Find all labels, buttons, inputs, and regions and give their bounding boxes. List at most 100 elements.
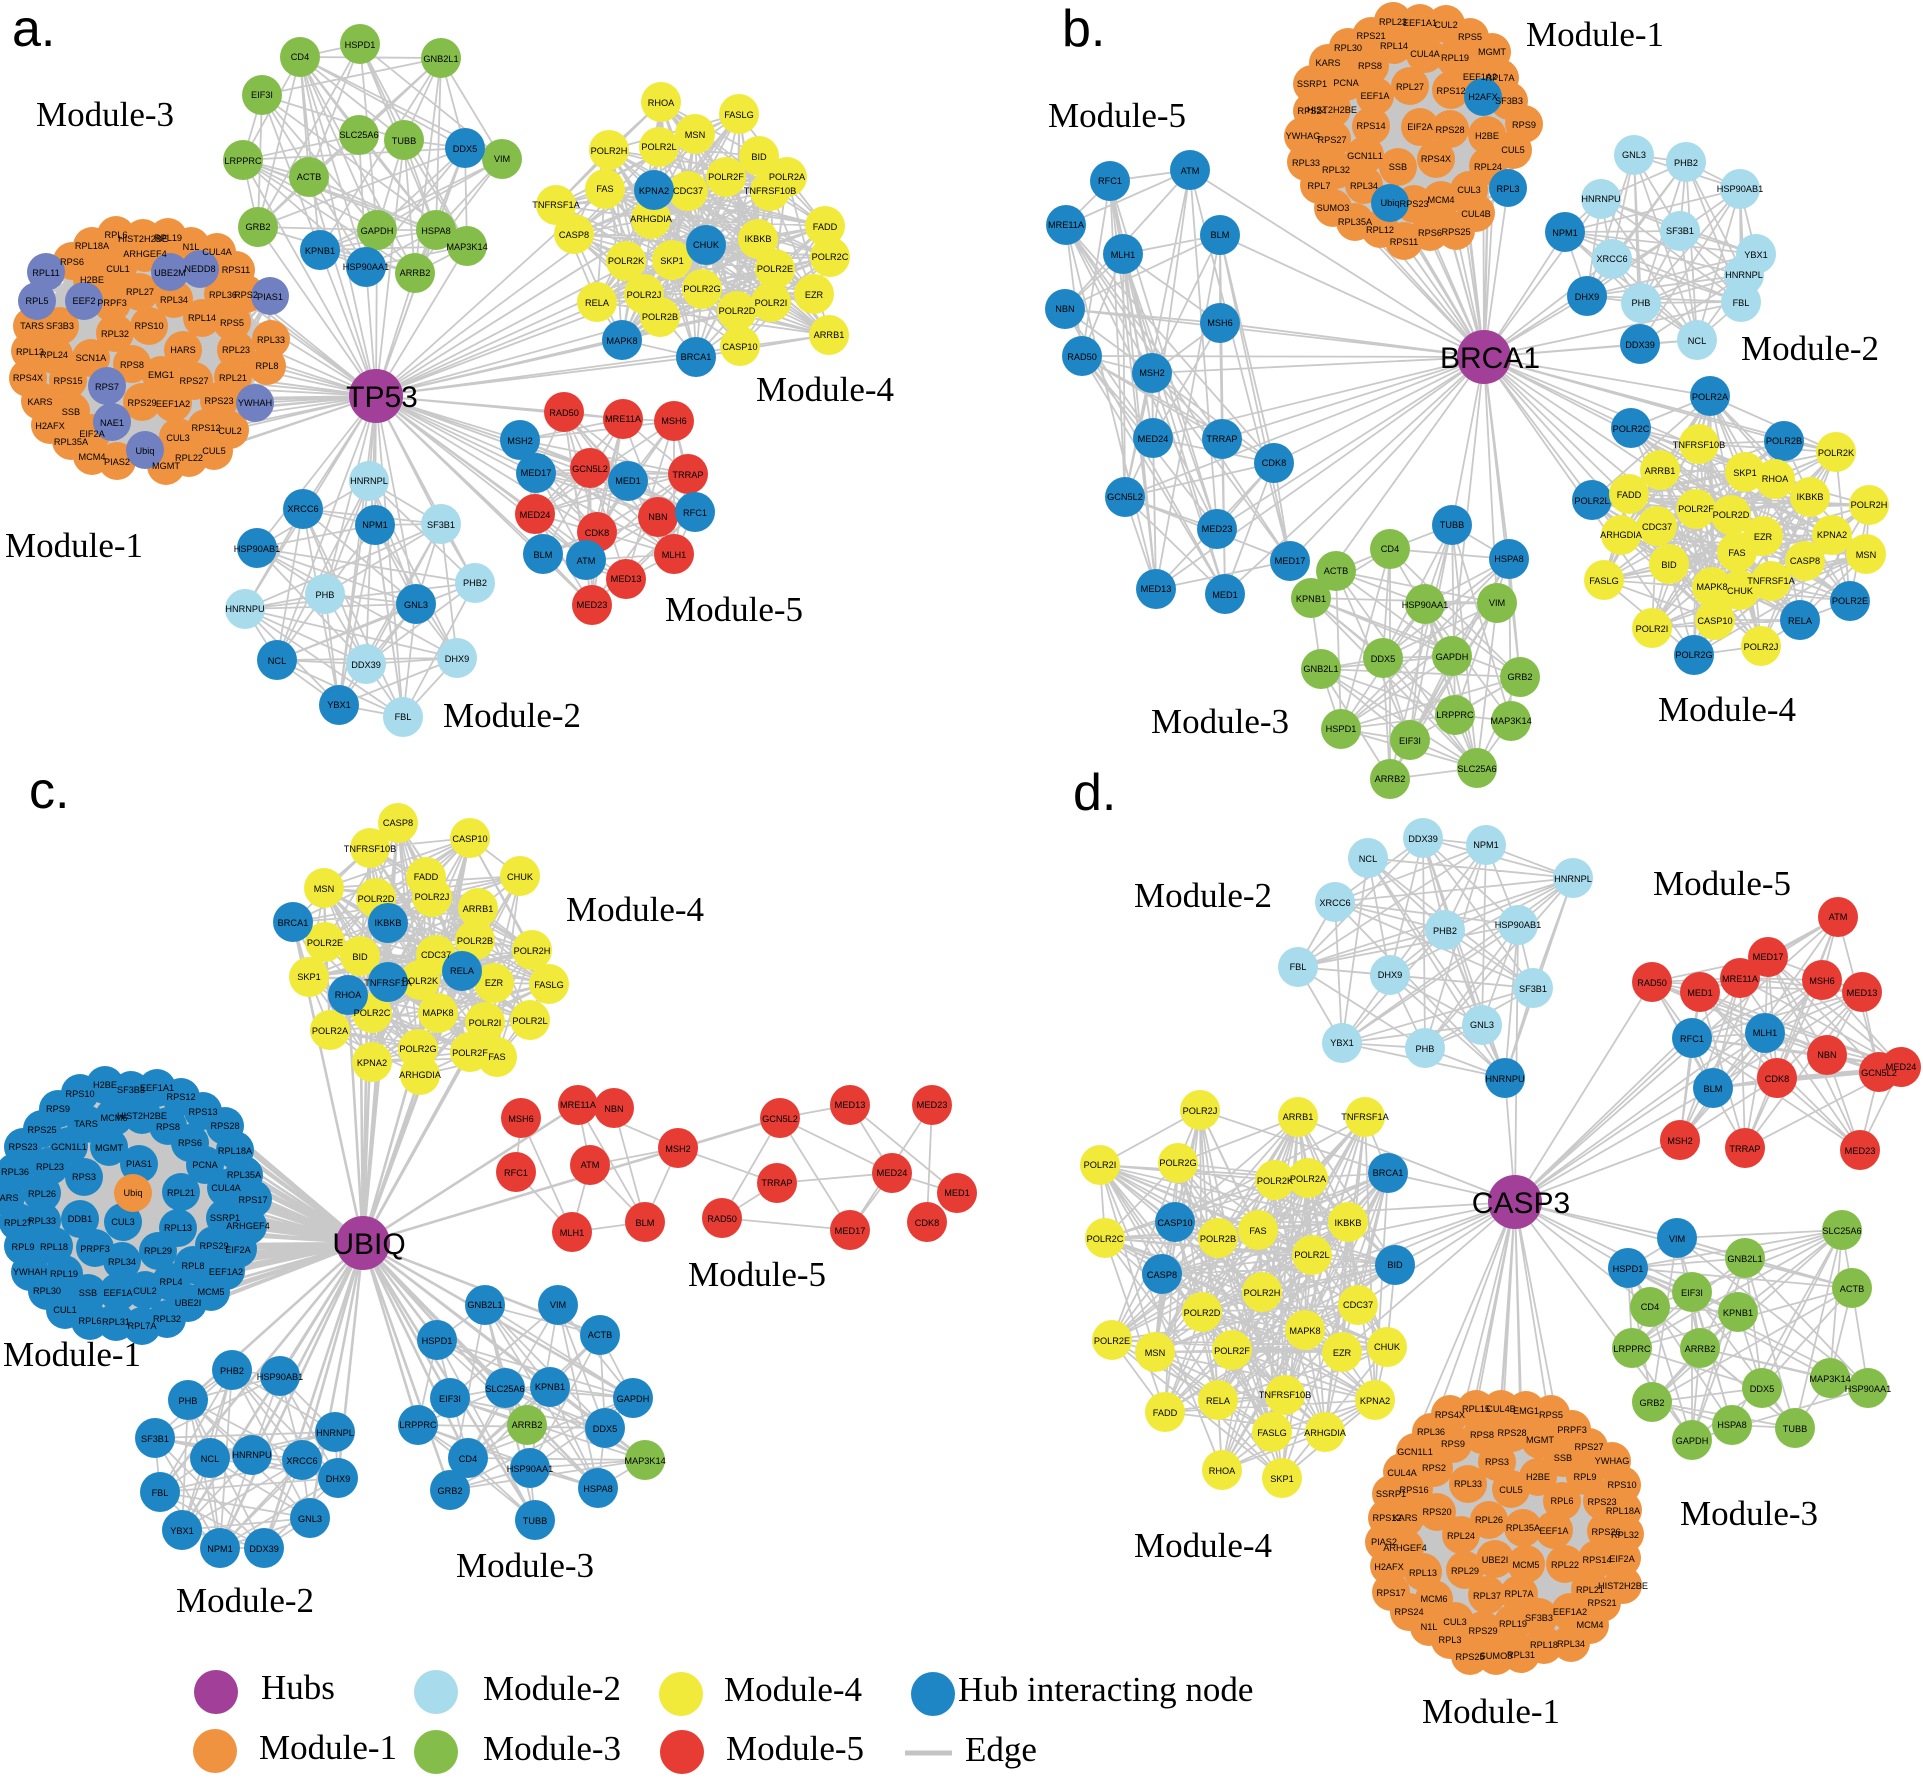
svg-text:POLR2I: POLR2I (1636, 624, 1669, 634)
svg-text:RPS4X: RPS4X (13, 373, 43, 383)
svg-text:POLR2B: POLR2B (642, 312, 678, 322)
svg-text:KPNB1: KPNB1 (1296, 594, 1326, 604)
svg-text:RPL5: RPL5 (26, 296, 49, 306)
svg-text:SSB: SSB (1389, 162, 1407, 172)
svg-text:POLR2K: POLR2K (1257, 1176, 1294, 1186)
svg-text:POLR2A: POLR2A (1692, 392, 1729, 402)
svg-text:GNB2L1: GNB2L1 (1727, 1254, 1762, 1264)
svg-text:CUL4A: CUL4A (1410, 49, 1440, 59)
svg-text:MLH1: MLH1 (1111, 250, 1136, 260)
svg-text:RPL24: RPL24 (1474, 162, 1502, 172)
svg-text:KPNA2: KPNA2 (639, 186, 669, 196)
svg-text:ARRB2: ARRB2 (512, 1420, 543, 1430)
svg-text:POLR2A: POLR2A (312, 1026, 349, 1036)
svg-text:NBN: NBN (648, 512, 667, 522)
svg-text:PIAS2: PIAS2 (1371, 1537, 1397, 1547)
svg-text:HSP90AB1: HSP90AB1 (234, 544, 280, 554)
svg-text:GCN1L1: GCN1L1 (51, 1142, 87, 1152)
svg-text:EZR: EZR (1754, 532, 1773, 542)
svg-text:MED24: MED24 (877, 1168, 908, 1178)
svg-text:RPL23: RPL23 (1379, 17, 1407, 27)
svg-text:c.: c. (29, 762, 69, 820)
svg-text:FADD: FADD (1617, 490, 1642, 500)
svg-text:RPL7A: RPL7A (127, 1321, 157, 1331)
svg-text:GNB2L1: GNB2L1 (423, 54, 458, 64)
svg-text:MCM4: MCM4 (1576, 1620, 1603, 1630)
svg-text:MED23: MED23 (917, 1100, 948, 1110)
svg-text:GCN5L2: GCN5L2 (1107, 492, 1143, 502)
svg-text:RPL14: RPL14 (188, 313, 216, 323)
svg-text:CUL3: CUL3 (1457, 185, 1481, 195)
svg-text:POLR2J: POLR2J (1744, 642, 1779, 652)
svg-text:ATM: ATM (581, 1160, 600, 1170)
svg-text:POLR2E: POLR2E (1832, 596, 1868, 606)
svg-text:RPS9: RPS9 (1512, 120, 1536, 130)
svg-text:DDX5: DDX5 (1371, 654, 1396, 664)
svg-text:MCM6: MCM6 (100, 1113, 127, 1123)
svg-text:SSRP1: SSRP1 (1297, 79, 1327, 89)
svg-text:RPL3: RPL3 (1497, 184, 1520, 194)
svg-text:HSP90AB1: HSP90AB1 (1717, 184, 1763, 194)
svg-text:DDX5: DDX5 (593, 1424, 618, 1434)
svg-text:EIF3I: EIF3I (1681, 1288, 1703, 1298)
svg-text:YBX1: YBX1 (1744, 250, 1768, 260)
svg-text:CDK8: CDK8 (1262, 458, 1287, 468)
svg-text:RPL19: RPL19 (154, 233, 182, 243)
svg-text:CDK8: CDK8 (585, 528, 610, 538)
svg-text:RPL18A: RPL18A (218, 1146, 253, 1156)
svg-text:CASP10: CASP10 (1697, 616, 1732, 626)
svg-text:NBN: NBN (1817, 1050, 1836, 1060)
svg-text:HNRNPL: HNRNPL (1725, 270, 1763, 280)
svg-text:MED1: MED1 (944, 1188, 970, 1198)
svg-text:b.: b. (1062, 0, 1105, 58)
svg-text:RPL24: RPL24 (1447, 1531, 1475, 1541)
svg-text:RHOA: RHOA (648, 98, 675, 108)
svg-text:RPL7: RPL7 (1308, 181, 1331, 191)
svg-text:POLR2K: POLR2K (608, 256, 645, 266)
svg-text:GNB2L1: GNB2L1 (467, 1300, 502, 1310)
svg-text:SSB: SSB (1554, 1453, 1572, 1463)
svg-text:RPS6: RPS6 (1418, 228, 1442, 238)
svg-text:CUL5: CUL5 (1499, 1485, 1523, 1495)
svg-text:NCL: NCL (268, 656, 286, 666)
svg-text:SF3B1: SF3B1 (1666, 226, 1694, 236)
svg-text:RPS27: RPS27 (1317, 135, 1346, 145)
svg-text:MRE11A: MRE11A (560, 1100, 597, 1110)
svg-text:DHX9: DHX9 (445, 654, 470, 664)
svg-text:SLC25A6: SLC25A6 (1822, 1226, 1861, 1236)
svg-text:POLR2K: POLR2K (1818, 448, 1855, 458)
svg-text:RPS8: RPS8 (1470, 1430, 1494, 1440)
svg-text:RAD50: RAD50 (1067, 352, 1097, 362)
svg-text:SKP1: SKP1 (660, 256, 684, 266)
svg-text:RFC1: RFC1 (504, 1168, 528, 1178)
svg-text:SKP1: SKP1 (297, 972, 321, 982)
svg-text:Module-2: Module-2 (1741, 329, 1879, 368)
svg-text:DDX39: DDX39 (249, 1544, 279, 1554)
svg-text:Module-5: Module-5 (726, 1729, 864, 1768)
svg-text:TUBB: TUBB (1440, 520, 1465, 530)
svg-text:NPM1: NPM1 (207, 1544, 233, 1554)
svg-text:CUL1: CUL1 (53, 1305, 77, 1315)
svg-text:HSP90AA1: HSP90AA1 (507, 1464, 553, 1474)
svg-text:YWHAH: YWHAH (238, 398, 272, 408)
svg-text:RPS14: RPS14 (1582, 1555, 1611, 1565)
svg-text:RPS27: RPS27 (1574, 1442, 1603, 1452)
svg-text:HSP90AB1: HSP90AB1 (1495, 920, 1541, 930)
svg-text:RPS2: RPS2 (1422, 1463, 1446, 1473)
svg-text:PIAS1: PIAS1 (126, 1159, 152, 1169)
svg-text:a.: a. (12, 0, 55, 58)
svg-text:KARS: KARS (0, 1193, 19, 1203)
svg-text:RPL7A: RPL7A (1504, 1589, 1534, 1599)
svg-text:RAD50: RAD50 (549, 408, 579, 418)
svg-text:RPS23: RPS23 (8, 1142, 37, 1152)
svg-text:CASP10: CASP10 (722, 342, 757, 352)
svg-text:CUL4B: CUL4B (1486, 1404, 1516, 1414)
svg-text:RPL19: RPL19 (1441, 53, 1469, 63)
svg-text:EEF1A1: EEF1A1 (140, 1083, 174, 1093)
svg-text:N1L: N1L (1421, 1622, 1438, 1632)
svg-text:RPL37: RPL37 (1473, 1591, 1501, 1601)
svg-text:HSPD1: HSPD1 (1613, 1264, 1644, 1274)
svg-text:CUL2: CUL2 (133, 1286, 157, 1296)
svg-text:CD4: CD4 (459, 1454, 477, 1464)
svg-text:RPL6: RPL6 (1551, 1496, 1574, 1506)
